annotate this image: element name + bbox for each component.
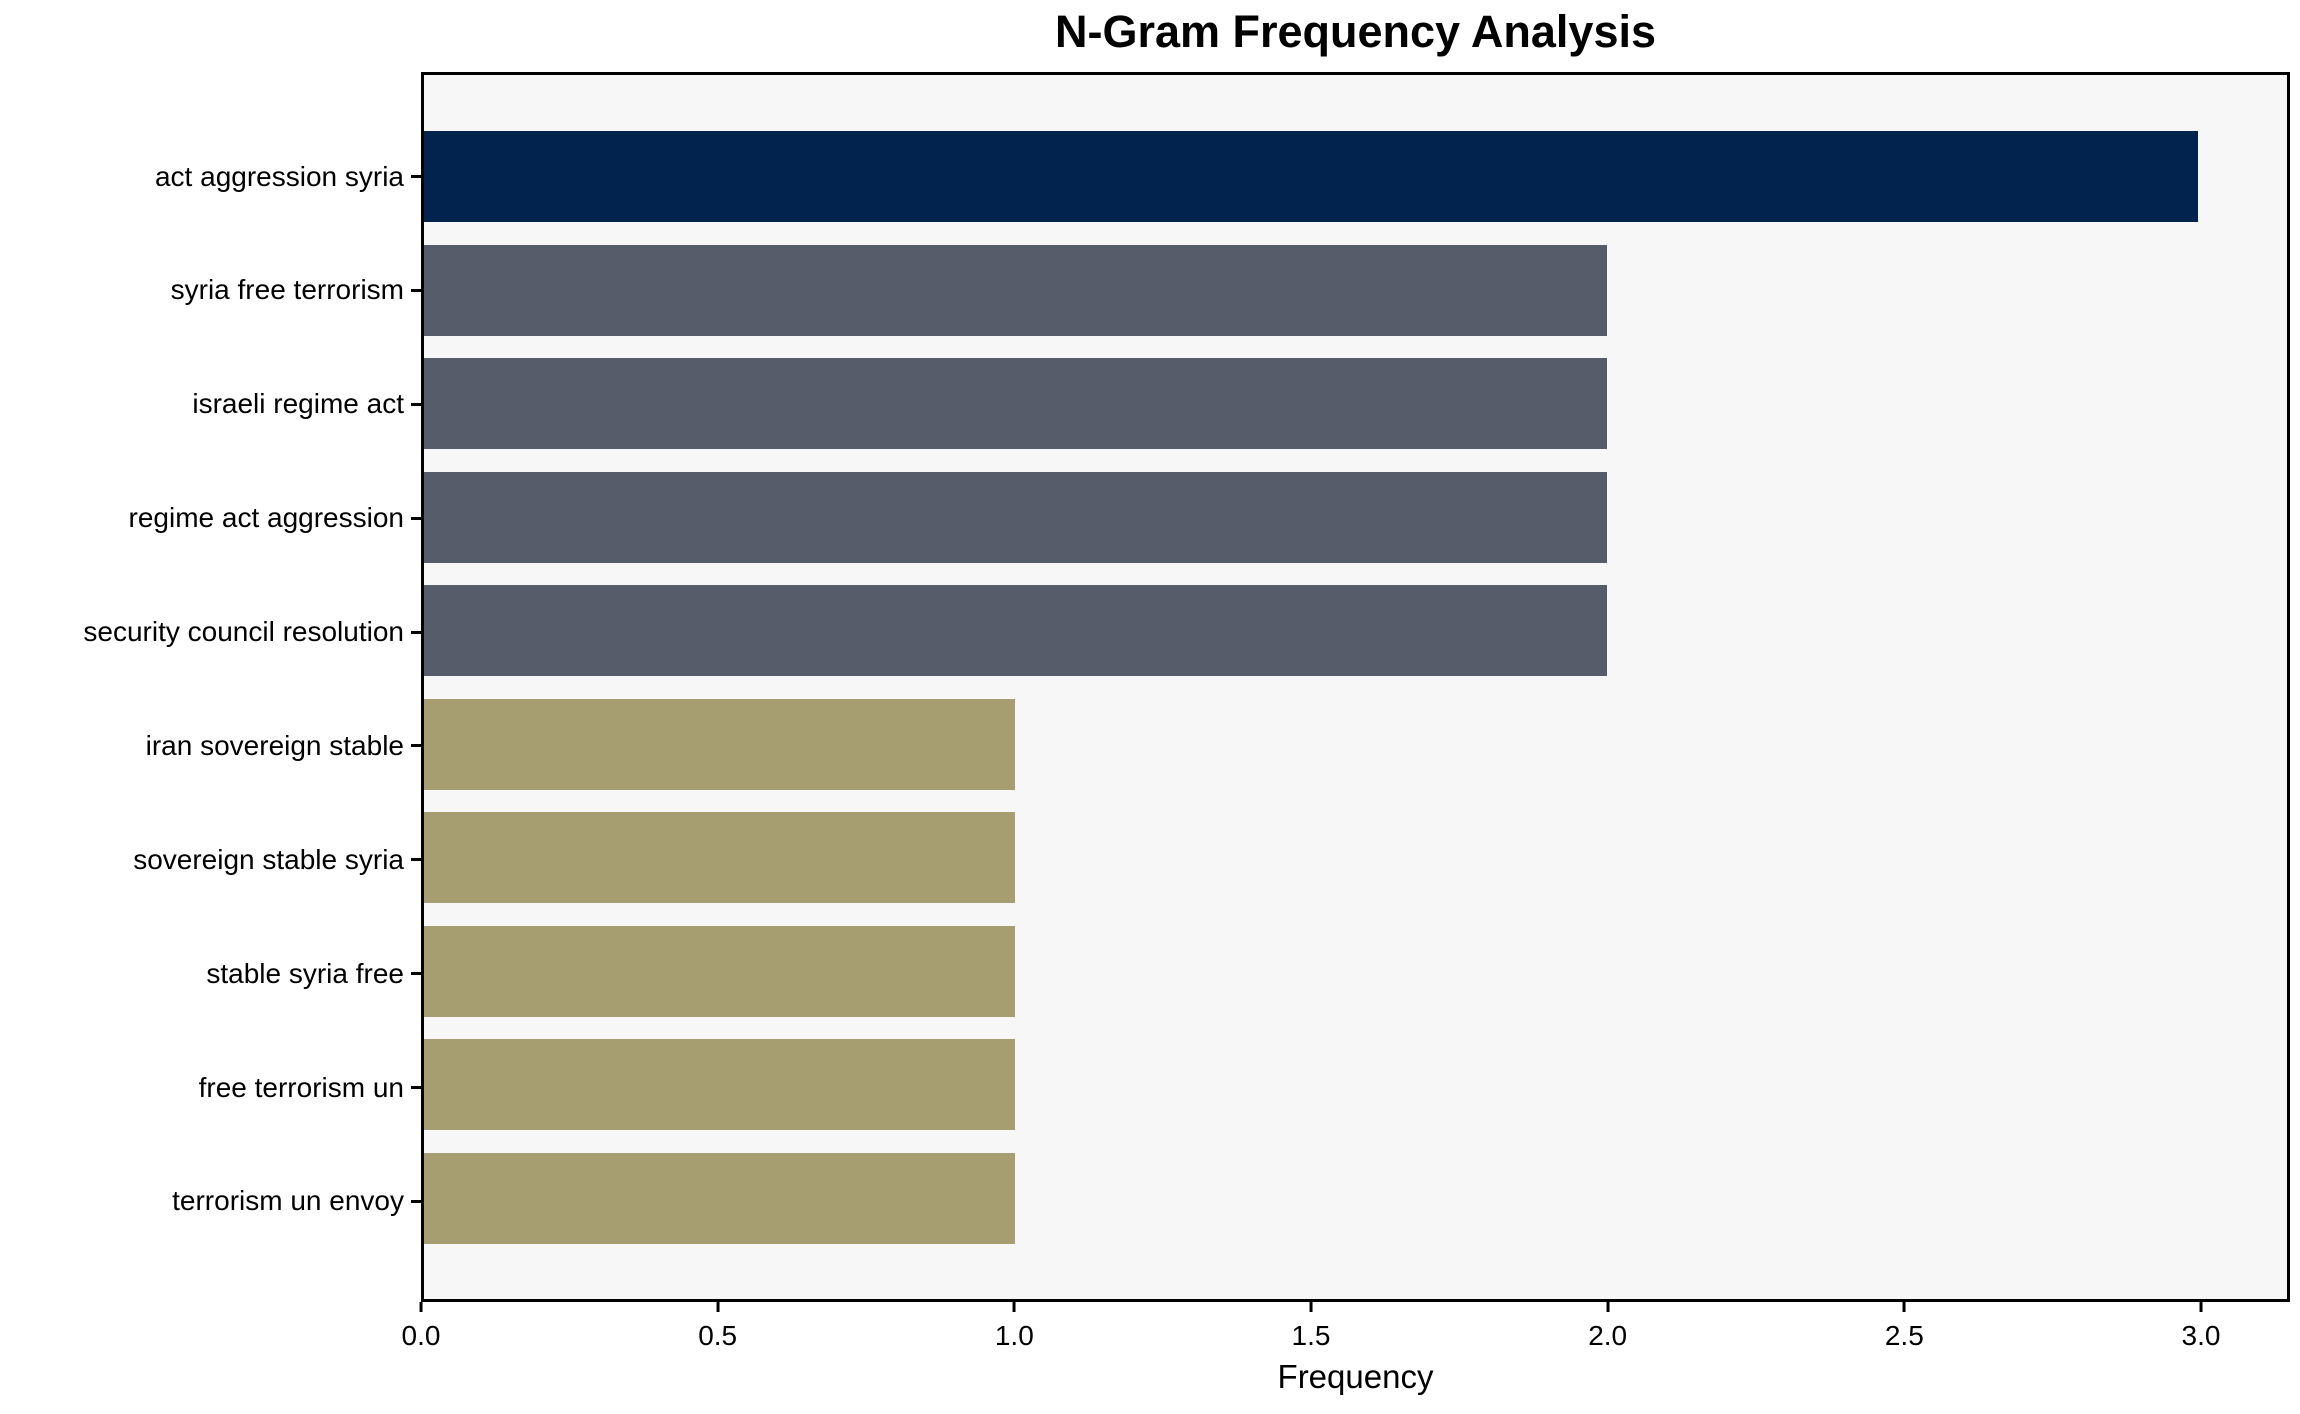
category-label: act aggression syria: [154, 160, 404, 192]
x-tick-label: 3.0: [2181, 1320, 2221, 1351]
category-label-row: regime act aggression: [0, 473, 421, 564]
category-label: stable syria free: [206, 957, 404, 989]
y-tick-mark: [411, 1086, 421, 1089]
category-label-row: stable syria free: [0, 928, 421, 1019]
x-tick: 1.0: [995, 1302, 1034, 1352]
category-label-row: act aggression syria: [0, 131, 421, 222]
category-label: security council resolution: [83, 616, 404, 647]
x-tick-label: 2.0: [1588, 1320, 1628, 1351]
x-tick: 0.5: [698, 1302, 737, 1352]
y-tick-mark: [411, 630, 421, 634]
y-tick-mark: [411, 288, 421, 292]
x-tick: 2.0: [1588, 1302, 1627, 1352]
bar-row: [424, 698, 2287, 790]
x-tick-mark: [2199, 1302, 2203, 1312]
y-tick-mark: [411, 1199, 421, 1203]
bar-row: [424, 812, 2287, 904]
x-tick-mark: [1309, 1302, 1313, 1312]
x-tick-mark: [419, 1302, 423, 1312]
x-axis: 0.0 0.5 1.0 1.5 2.0 2.5 3.0: [402, 1302, 2290, 1362]
x-tick: 2.5: [1885, 1302, 1924, 1352]
bar-sovereign-stable-syria: [424, 812, 1016, 904]
category-label: israeli regime act: [192, 388, 404, 420]
bar-stable-syria-free: [424, 925, 1016, 1017]
category-label-row: israeli regime act: [0, 359, 421, 450]
y-tick-mark: [411, 516, 421, 520]
bar-row: [424, 244, 2287, 336]
bar-syria-free-terrorism: [424, 244, 1607, 336]
bar-terrorism-un-envoy: [424, 1152, 1016, 1244]
category-label: syria free terrorism: [170, 274, 404, 306]
x-tick: 0.0: [401, 1302, 441, 1352]
plot-area: [421, 72, 2290, 1302]
bar-row: [424, 1039, 2287, 1131]
x-axis-title: Frequency: [1277, 1358, 1434, 1395]
x-tick-label: 2.5: [1884, 1320, 1924, 1351]
bar-row: [424, 1152, 2287, 1244]
x-tick-mark: [1012, 1302, 1016, 1312]
y-tick-mark: [411, 972, 421, 976]
category-label: free terrorism un: [198, 1071, 404, 1103]
category-label-row: sovereign stable syria: [0, 814, 421, 905]
category-label: terrorism un envoy: [172, 1185, 404, 1217]
x-tick: 1.5: [1291, 1302, 1331, 1352]
bar-free-terrorism-un: [424, 1039, 1016, 1131]
bar-row: [424, 925, 2287, 1017]
category-label: iran sovereign stable: [145, 729, 404, 761]
bar-row: [424, 131, 2287, 222]
category-label: regime act aggression: [128, 502, 404, 534]
x-tick-label: 0.5: [698, 1320, 738, 1351]
y-tick-mark: [411, 858, 421, 862]
y-tick-mark: [411, 402, 421, 406]
x-tick-mark: [1902, 1302, 1906, 1312]
category-label-row: syria free terrorism: [0, 245, 421, 336]
x-tick-label: 1.5: [1291, 1320, 1331, 1351]
bar-act-aggression-syria: [424, 131, 2199, 222]
x-tick-mark: [1606, 1302, 1610, 1312]
bar-row: [424, 471, 2287, 563]
x-tick-label: 1.0: [994, 1320, 1034, 1351]
category-label-row: terrorism un envoy: [0, 1156, 421, 1247]
x-tick-label: 0.0: [401, 1320, 441, 1351]
bar-regime-act-aggression: [424, 471, 1607, 563]
x-tick: 3.0: [2181, 1302, 2221, 1352]
bar-iran-sovereign-stable: [424, 698, 1016, 790]
category-label-row: security council resolution: [0, 587, 421, 678]
bar-row: [424, 585, 2287, 677]
y-tick-mark: [411, 175, 421, 178]
bar-security-council-resolution: [424, 585, 1607, 677]
y-axis-labels: act aggression syria syria free terrorism…: [0, 72, 421, 1302]
bar-israeli-regime-act: [424, 358, 1607, 450]
chart-title: N-Gram Frequency Analysis: [1054, 6, 1657, 57]
x-tick-mark: [716, 1302, 720, 1312]
y-tick-mark: [411, 744, 421, 748]
bar-row: [424, 358, 2287, 450]
category-label: sovereign stable syria: [133, 843, 404, 875]
category-label-row: iran sovereign stable: [0, 700, 421, 791]
category-label-row: free terrorism un: [0, 1042, 421, 1133]
